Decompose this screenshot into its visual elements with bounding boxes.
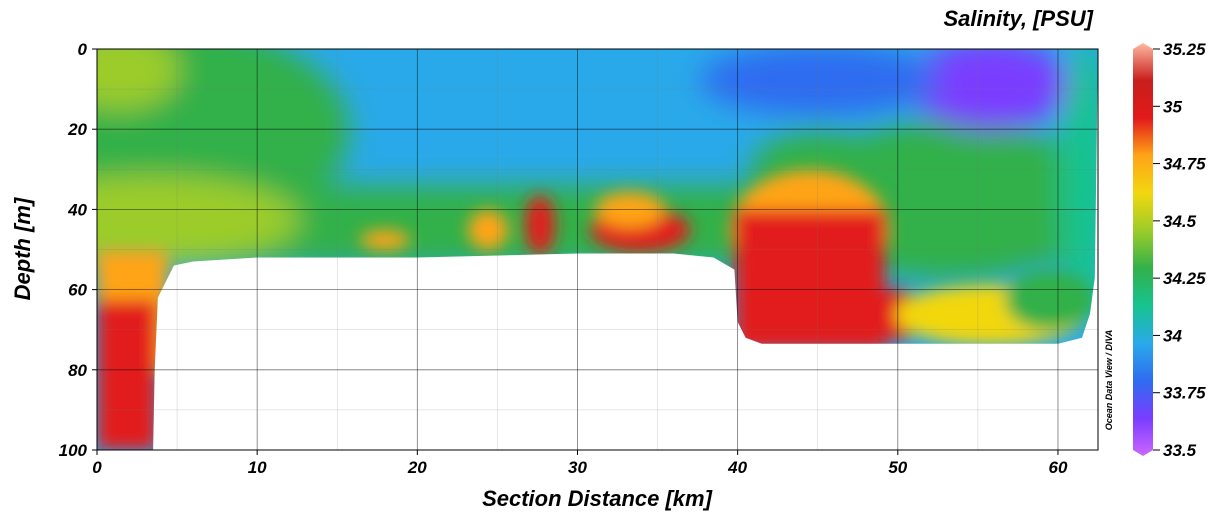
x-tick-label: 0: [92, 458, 102, 477]
x-tick-label: 20: [407, 458, 427, 477]
colorbar: 35.25 35 34.75 34.5 34.25 34 33.75 33.5: [1133, 40, 1206, 460]
y-tick-label: 100: [59, 441, 88, 460]
field-right-edge-green: [1060, 49, 1098, 320]
x-tick-label: 50: [888, 458, 907, 477]
colorbar-tick-label: 35: [1163, 97, 1182, 116]
field-purple: [910, 49, 1070, 130]
field-left-lime: [97, 175, 300, 265]
watermark: Ocean Data View / DIVA: [1104, 330, 1114, 431]
colorbar-tick-label: 34: [1163, 326, 1182, 345]
field-left-yellowgreen: [97, 49, 180, 110]
colorbar-ticks: 35.25 35 34.75 34.5 34.25 34 33.75 33.5: [1153, 40, 1206, 460]
field-bump-1: [360, 230, 410, 250]
field-bump-3: [525, 195, 555, 255]
y-tick-label: 60: [68, 281, 87, 300]
colorbar-tick-label: 33.75: [1163, 384, 1206, 403]
field-bump-4-halo: [595, 192, 665, 228]
x-tick-label: 40: [727, 458, 747, 477]
field-left-red: [97, 300, 157, 450]
salinity-field: [97, 49, 1098, 450]
y-tick-label: 0: [78, 40, 88, 59]
x-tick-label: 30: [568, 458, 587, 477]
y-axis-title: Depth [m]: [10, 197, 35, 300]
field-right-green-low: [1005, 270, 1095, 330]
colorbar-tick-label: 34.75: [1163, 155, 1206, 174]
grid-lines: [97, 49, 1098, 450]
colorbar-tick-label: 35.25: [1163, 40, 1206, 59]
colorbar-tick-label: 34.25: [1163, 269, 1206, 288]
x-axis: 0 10 20 30 40 50 60: [92, 450, 1068, 477]
x-tick-label: 10: [248, 458, 267, 477]
x-tick-label: 60: [1048, 458, 1067, 477]
field-blue-top: [700, 49, 940, 115]
plot-frame: [96, 48, 1099, 451]
y-tick-label: 40: [67, 200, 87, 219]
colorbar-tick-label: 33.5: [1163, 441, 1197, 460]
y-tick-label: 80: [68, 361, 87, 380]
colorbar-tick-label: 34.5: [1163, 212, 1197, 231]
y-axis: 0 20 40 60 80 100: [59, 40, 97, 460]
x-axis-title: Section Distance [km]: [482, 486, 713, 511]
chart-title: Salinity, [PSU]: [943, 6, 1093, 31]
colorbar-bar: [1133, 43, 1153, 456]
seafloor-mask: [97, 49, 1098, 450]
field-bump-2: [468, 210, 508, 250]
plot-area: [97, 49, 1098, 450]
y-tick-label: 20: [67, 120, 87, 139]
